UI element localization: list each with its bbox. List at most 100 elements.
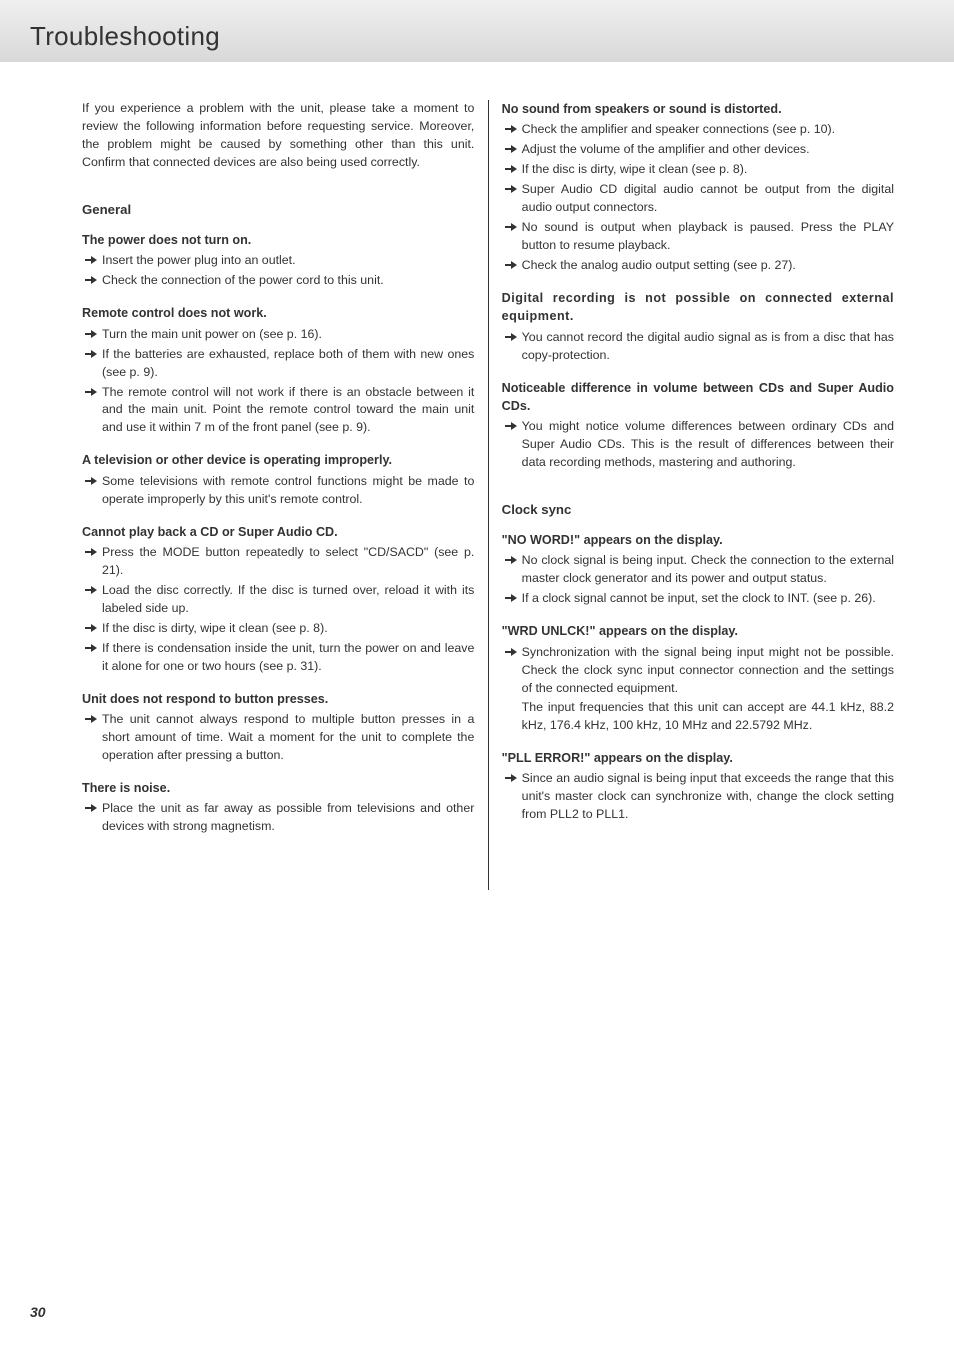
issue-title: There is noise. — [82, 779, 474, 797]
bullet-text: Press the MODE button repeatedly to sele… — [102, 545, 474, 577]
issue-title: No sound from speakers or sound is disto… — [502, 100, 894, 118]
bullet-text: The remote control will not work if ther… — [102, 385, 474, 435]
list-item: Synchronization with the signal being in… — [502, 644, 894, 735]
bullet-text: Check the amplifier and speaker connecti… — [522, 122, 835, 136]
trailing-text: The input frequencies that this unit can… — [522, 699, 894, 735]
issue-title: Remote control does not work. — [82, 304, 474, 322]
list-item: Check the connection of the power cord t… — [82, 272, 474, 290]
list-item: If the disc is dirty, wipe it clean (see… — [502, 161, 894, 179]
bullet-text: No sound is output when playback is paus… — [522, 220, 894, 252]
column-divider — [488, 100, 489, 890]
content-area: If you experience a problem with the uni… — [0, 62, 954, 890]
header-band: Troubleshooting — [0, 0, 954, 62]
list-item: Adjust the volume of the amplifier and o… — [502, 141, 894, 159]
list-item: You might notice volume differences betw… — [502, 418, 894, 472]
list-item: The unit cannot always respond to multip… — [82, 711, 474, 765]
issue-title: "WRD UNLCK!" appears on the display. — [502, 622, 894, 640]
arrow-icon — [85, 328, 97, 340]
bullet-text: Since an audio signal is being input tha… — [522, 771, 894, 821]
list-item: You cannot record the digital audio sign… — [502, 329, 894, 365]
arrow-icon — [85, 802, 97, 814]
bullet-text: Super Audio CD digital audio cannot be o… — [522, 182, 894, 214]
list-item: The remote control will not work if ther… — [82, 384, 474, 438]
bullet-text: If the disc is dirty, wipe it clean (see… — [102, 621, 328, 635]
arrow-icon — [505, 592, 517, 604]
issue-title: Noticeable difference in volume between … — [502, 379, 894, 416]
bullet-list: No clock signal is being input. Check th… — [502, 552, 894, 608]
bullet-text: Adjust the volume of the amplifier and o… — [522, 142, 810, 156]
arrow-icon — [505, 420, 517, 432]
arrow-icon — [85, 348, 97, 360]
issue-title: "NO WORD!" appears on the display. — [502, 531, 894, 549]
arrow-icon — [85, 546, 97, 558]
bullet-text: You cannot record the digital audio sign… — [522, 330, 894, 362]
list-item: If there is condensation inside the unit… — [82, 640, 474, 676]
list-item: Insert the power plug into an outlet. — [82, 252, 474, 270]
arrow-icon — [85, 622, 97, 634]
list-item: Since an audio signal is being input tha… — [502, 770, 894, 824]
bullet-text: If the disc is dirty, wipe it clean (see… — [522, 162, 748, 176]
section-heading-clock: Clock sync — [502, 500, 894, 519]
bullet-list: You might notice volume differences betw… — [502, 418, 894, 472]
issue-title: Digital recording is not possible on con… — [502, 289, 894, 326]
issue-title: Cannot play back a CD or Super Audio CD. — [82, 523, 474, 541]
arrow-icon — [505, 183, 517, 195]
intro-paragraph: If you experience a problem with the uni… — [82, 100, 474, 172]
bullet-text: If the batteries are exhausted, replace … — [102, 347, 474, 379]
bullet-list: Since an audio signal is being input tha… — [502, 770, 894, 824]
bullet-text: You might notice volume differences betw… — [522, 419, 894, 469]
list-item: Some televisions with remote control fun… — [82, 473, 474, 509]
list-item: Load the disc correctly. If the disc is … — [82, 582, 474, 618]
bullet-text: Some televisions with remote control fun… — [102, 474, 474, 506]
arrow-icon — [85, 254, 97, 266]
bullet-list: The unit cannot always respond to multip… — [82, 711, 474, 765]
arrow-icon — [505, 772, 517, 784]
arrow-icon — [505, 143, 517, 155]
arrow-icon — [85, 642, 97, 654]
bullet-text: The unit cannot always respond to multip… — [102, 712, 474, 762]
arrow-icon — [85, 584, 97, 596]
list-item: If the batteries are exhausted, replace … — [82, 346, 474, 382]
list-item: Check the amplifier and speaker connecti… — [502, 121, 894, 139]
column-divider-wrap — [474, 100, 501, 890]
arrow-icon — [85, 475, 97, 487]
bullet-list: Insert the power plug into an outlet. Ch… — [82, 252, 474, 290]
list-item: Super Audio CD digital audio cannot be o… — [502, 181, 894, 217]
list-item: No sound is output when playback is paus… — [502, 219, 894, 255]
page-number: 30 — [30, 1304, 46, 1320]
arrow-icon — [505, 646, 517, 658]
bullet-text: Check the analog audio output setting (s… — [522, 258, 796, 272]
column-left: If you experience a problem with the uni… — [82, 100, 474, 890]
list-item: If a clock signal cannot be input, set t… — [502, 590, 894, 608]
list-item: If the disc is dirty, wipe it clean (see… — [82, 620, 474, 638]
arrow-icon — [505, 331, 517, 343]
bullet-list: You cannot record the digital audio sign… — [502, 329, 894, 365]
arrow-icon — [505, 554, 517, 566]
arrow-icon — [505, 259, 517, 271]
bullet-list: Check the amplifier and speaker connecti… — [502, 121, 894, 275]
bullet-text: If there is condensation inside the unit… — [102, 641, 474, 673]
page-title: Troubleshooting — [30, 21, 220, 52]
column-right: No sound from speakers or sound is disto… — [502, 100, 894, 890]
arrow-icon — [505, 221, 517, 233]
bullet-text: No clock signal is being input. Check th… — [522, 553, 894, 585]
list-item: No clock signal is being input. Check th… — [502, 552, 894, 588]
issue-title: The power does not turn on. — [82, 231, 474, 249]
bullet-text: Synchronization with the signal being in… — [522, 645, 894, 695]
list-item: Turn the main unit power on (see p. 16). — [82, 326, 474, 344]
bullet-list: Turn the main unit power on (see p. 16).… — [82, 326, 474, 438]
arrow-icon — [85, 713, 97, 725]
list-item: Check the analog audio output setting (s… — [502, 257, 894, 275]
bullet-text: If a clock signal cannot be input, set t… — [522, 591, 876, 605]
list-item: Place the unit as far away as possible f… — [82, 800, 474, 836]
bullet-list: Press the MODE button repeatedly to sele… — [82, 544, 474, 676]
issue-title: "PLL ERROR!" appears on the display. — [502, 749, 894, 767]
bullet-list: Some televisions with remote control fun… — [82, 473, 474, 509]
arrow-icon — [505, 123, 517, 135]
issue-title: A television or other device is operatin… — [82, 451, 474, 469]
issue-title: Unit does not respond to button presses. — [82, 690, 474, 708]
bullet-text: Place the unit as far away as possible f… — [102, 801, 474, 833]
bullet-list: Synchronization with the signal being in… — [502, 644, 894, 735]
bullet-text: Load the disc correctly. If the disc is … — [102, 583, 474, 615]
bullet-text: Insert the power plug into an outlet. — [102, 253, 296, 267]
